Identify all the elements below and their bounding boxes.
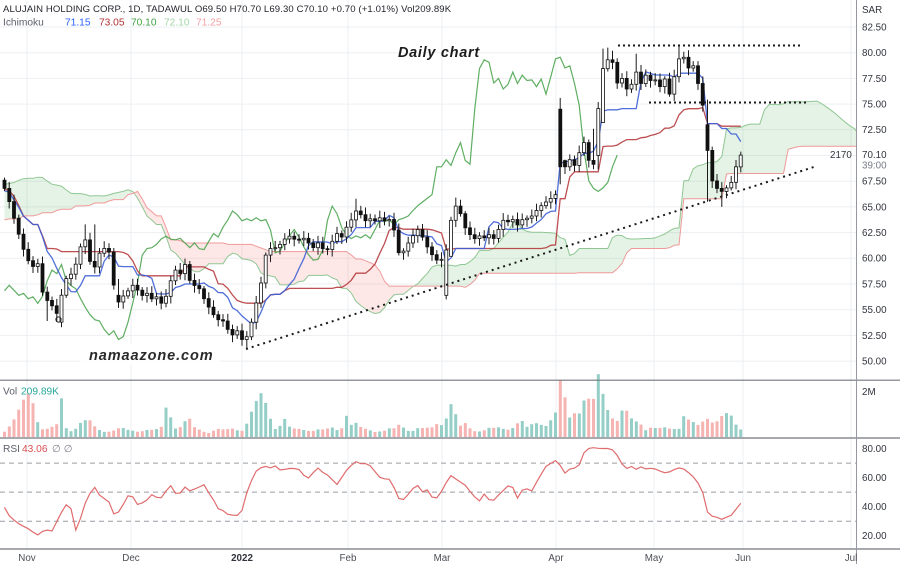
svg-text:70.10: 70.10 — [131, 18, 157, 29]
svg-text:62.50: 62.50 — [862, 228, 887, 239]
svg-text:80.00: 80.00 — [862, 48, 887, 59]
svg-text:77.50: 77.50 — [862, 74, 887, 85]
svg-text:2170: 2170 — [830, 150, 852, 161]
svg-text:57.50: 57.50 — [862, 279, 887, 290]
svg-text:82.50: 82.50 — [862, 22, 887, 33]
svg-text:60.00: 60.00 — [862, 254, 887, 265]
svg-text:72.10: 72.10 — [164, 18, 190, 29]
svg-text:Ichimoku: Ichimoku — [3, 18, 44, 29]
svg-text:Nov: Nov — [18, 553, 36, 564]
svg-text:Jun: Jun — [735, 553, 751, 564]
svg-text:20.00: 20.00 — [862, 531, 887, 542]
svg-text:80.00: 80.00 — [862, 444, 887, 455]
svg-text:52.50: 52.50 — [862, 331, 887, 342]
svg-text:namaazone.com: namaazone.com — [89, 348, 214, 364]
svg-text:Apr: Apr — [548, 553, 564, 564]
svg-text:Feb: Feb — [340, 553, 357, 564]
svg-text:Jul: Jul — [845, 553, 858, 564]
svg-text:50.00: 50.00 — [862, 357, 887, 368]
svg-text:71.25: 71.25 — [196, 18, 222, 29]
svg-text:2022: 2022 — [231, 553, 253, 564]
svg-text:71.15: 71.15 — [65, 18, 91, 29]
svg-text:Daily chart: Daily chart — [398, 45, 480, 61]
svg-text:Vol: Vol — [3, 387, 17, 398]
svg-text:40.00: 40.00 — [862, 502, 887, 513]
svg-text:2M: 2M — [862, 387, 876, 398]
svg-text:67.50: 67.50 — [862, 177, 887, 188]
svg-text:ALUJAIN HOLDING CORP., 1D, TAD: ALUJAIN HOLDING CORP., 1D, TADAWUL O69.5… — [3, 4, 452, 15]
svg-text:70.10: 70.10 — [862, 150, 887, 161]
svg-text:SAR: SAR — [862, 5, 882, 16]
svg-text:72.50: 72.50 — [862, 125, 887, 136]
svg-text:73.05: 73.05 — [99, 18, 125, 29]
svg-text:May: May — [645, 553, 664, 564]
svg-text:43.06: 43.06 — [22, 444, 48, 455]
svg-text:Dec: Dec — [122, 553, 140, 564]
svg-text:RSI: RSI — [3, 444, 20, 455]
svg-text:209.89K: 209.89K — [21, 387, 59, 398]
svg-text:55.00: 55.00 — [862, 305, 887, 316]
svg-text:65.00: 65.00 — [862, 202, 887, 213]
svg-text:75.00: 75.00 — [862, 100, 887, 111]
svg-text:60.00: 60.00 — [862, 473, 887, 484]
svg-text:∅ ∅: ∅ ∅ — [52, 444, 73, 455]
svg-text:Mar: Mar — [434, 553, 452, 564]
svg-text:39:00: 39:00 — [862, 161, 887, 172]
